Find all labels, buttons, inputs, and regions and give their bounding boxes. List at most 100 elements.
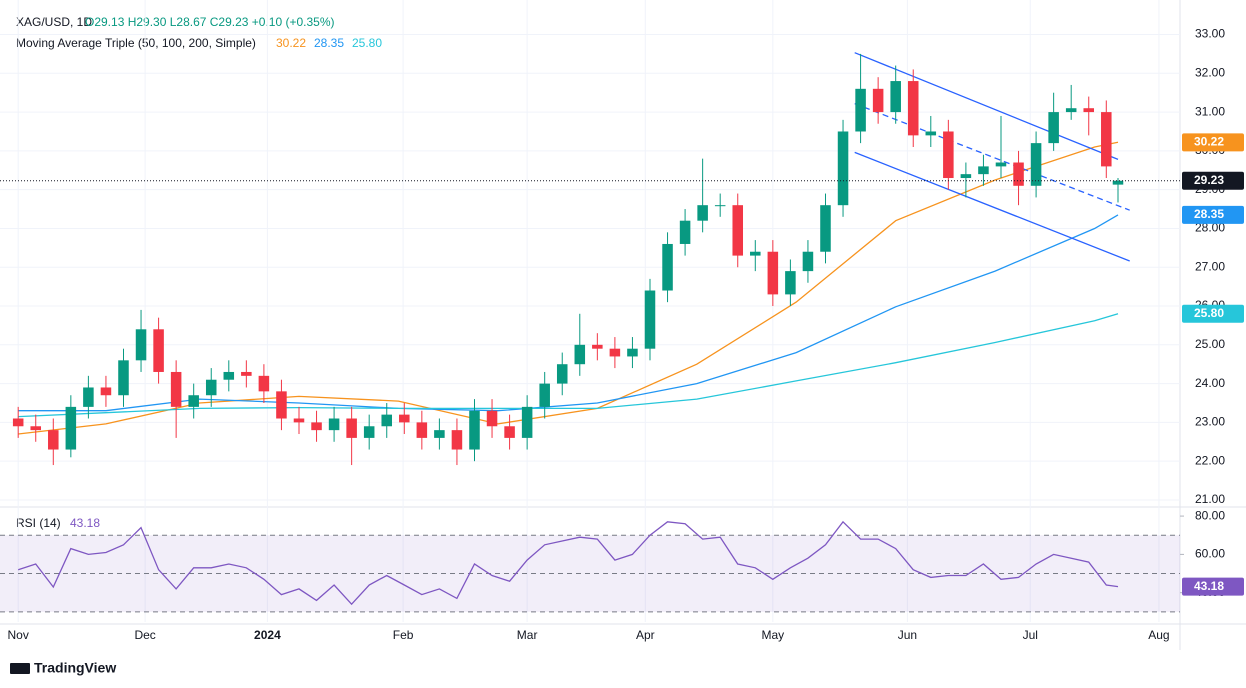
candle-body [399,414,410,423]
candle-body [416,422,428,438]
candle-body [504,426,515,438]
candle-body [223,371,235,380]
candle-body [241,371,252,376]
rsi-line [17,520,1119,606]
candle-body [381,414,393,427]
x-tick-label: Feb [393,628,414,642]
candle-body [65,406,77,450]
candle-body [311,422,322,431]
y-tick-label: 32.00 [1195,65,1225,79]
candle-body [714,205,726,207]
candle-body [592,344,603,349]
trendline [854,151,1130,262]
candle-body [556,364,568,384]
candle-body [12,418,24,427]
ma-title: Moving Average Triple (50, 100, 200, Sim… [16,36,256,50]
rsi-value: 43.18 [70,516,100,530]
candle-body [293,418,305,423]
candle-body [785,271,796,295]
logo [10,663,30,674]
y-tick-label: 22.00 [1195,453,1225,467]
candle-body [451,430,463,450]
price-tag-label: 25.80 [1194,306,1224,320]
candle-body [890,81,901,113]
x-tick-label: Nov [8,628,29,642]
candle-body [170,371,182,407]
x-tick-label: Jun [898,628,917,642]
candle-body [205,379,217,396]
candle-body [802,251,814,272]
candle-body [978,166,989,175]
candle-body [258,375,270,392]
rsi-tick-label: 80.00 [1195,508,1225,522]
price-tag-label: 28.35 [1194,207,1224,221]
candle-body [1112,180,1124,185]
rsi-title: RSI (14) [16,516,61,530]
candle-body [100,387,112,396]
candle-body [328,418,340,431]
candle-body [574,344,586,365]
x-tick-label: 2024 [254,628,281,642]
y-tick-label: 21.00 [1195,492,1225,506]
candle-body [679,220,691,244]
x-tick-label: Mar [517,628,538,642]
trendline [854,102,1130,211]
candle-body [960,174,972,179]
candle-body [662,243,673,291]
price-tag [1182,205,1244,224]
ma-line [18,214,1119,412]
candle-body [346,418,357,438]
y-tick-label: 23.00 [1195,415,1225,429]
candle-body [732,205,744,256]
candle-body [1048,112,1059,144]
x-tick-label: Aug [1148,628,1169,642]
y-tick-label: 27.00 [1195,259,1225,273]
ma-value: 30.22 [276,36,306,50]
candle-body [855,88,866,132]
trendline [854,52,1119,161]
price-tag [1182,577,1244,596]
candle-body [609,348,621,357]
price-tag [1182,133,1244,152]
candle-body [750,251,761,256]
candle-body [153,329,164,372]
candle-body [995,162,1007,167]
rsi-tick-label: 60.00 [1195,547,1225,561]
candle-body [118,360,129,396]
candle-body [1013,162,1024,186]
ma-line [18,313,1119,418]
candle-body [925,131,937,136]
candle-body [135,329,147,361]
price-tag [1182,304,1244,323]
price-tag [1182,171,1244,190]
candle-body [539,383,550,407]
logo-mark [10,663,30,674]
candle-body [486,410,498,427]
candle-body [276,391,287,419]
ma-value: 25.80 [352,36,382,50]
brand: TradingView [34,660,116,676]
candle-body [188,395,199,407]
candle-body [697,205,708,221]
y-tick-label: 24.00 [1195,376,1225,390]
candle-body [907,81,919,136]
y-tick-label: 25.00 [1195,337,1225,351]
y-tick-label: 31.00 [1195,104,1225,118]
candle-body [1083,108,1095,113]
x-tick-label: Dec [134,628,155,642]
candle-body [1101,112,1112,167]
x-tick-label: Jul [1023,628,1038,642]
candle-body [820,205,831,252]
candle-body [943,131,954,179]
candle-body [521,406,533,438]
candle-body [872,88,884,113]
x-tick-label: Apr [636,628,655,642]
price-tag-label: 43.18 [1194,579,1224,593]
symbol: XAG/USD, 1D [16,15,92,29]
price-tag-label: 29.23 [1194,173,1224,187]
candle-body [767,251,779,295]
candle-body [48,430,59,450]
candle-body [1065,108,1077,113]
